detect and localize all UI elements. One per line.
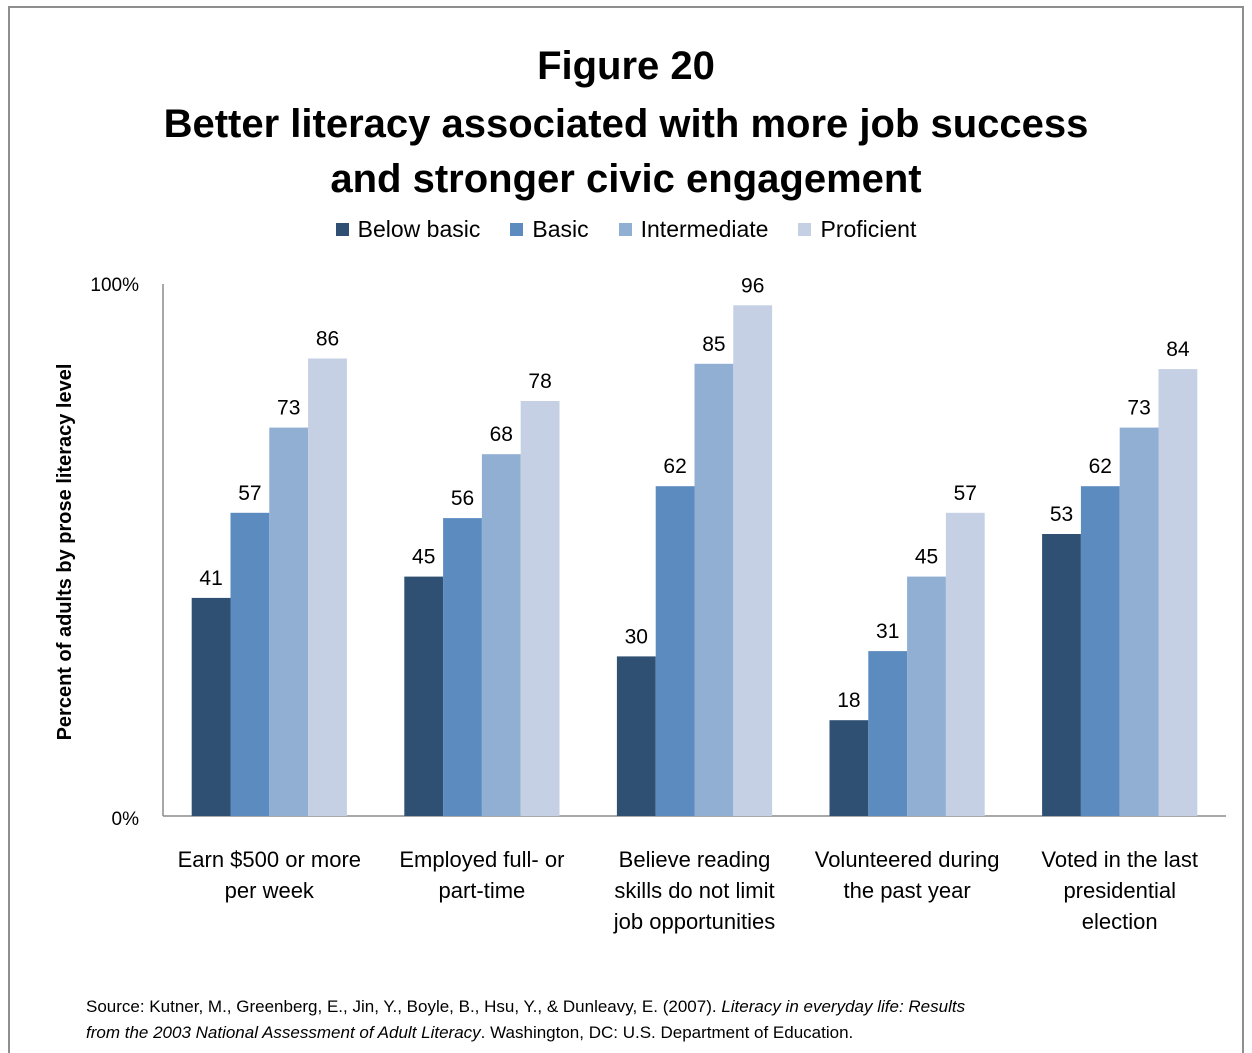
bar-proficient xyxy=(1158,369,1198,816)
bar-chart: 100% 0% Percent of adults by prose literac… xyxy=(54,274,1226,934)
y-tick-label: 100% xyxy=(90,275,139,296)
bar-basic xyxy=(868,651,908,816)
bar-intermediate xyxy=(269,427,309,816)
bar-basic xyxy=(443,518,482,816)
legend-item-basic: Basic xyxy=(510,216,589,243)
x-tick-label: per week xyxy=(225,878,315,903)
data-label: 96 xyxy=(741,274,764,297)
legend-label: Below basic xyxy=(357,216,481,242)
data-label: 31 xyxy=(876,620,899,643)
source-line-2: from the 2003 National Assessment of Adu… xyxy=(86,1020,1186,1046)
source-suffix: . Washington, DC: U.S. Department of Edu… xyxy=(480,1023,854,1042)
data-label: 84 xyxy=(1166,338,1190,361)
bar-proficient xyxy=(308,358,347,816)
source-prefix: Source: Kutner, M., Greenberg, E., Jin, … xyxy=(86,997,722,1016)
figure-frame xyxy=(8,6,1244,1053)
data-label: 57 xyxy=(954,482,977,505)
data-label: 78 xyxy=(528,370,551,393)
legend-label: Intermediate xyxy=(640,216,769,242)
bar-intermediate xyxy=(1119,427,1159,816)
bar-proficient xyxy=(945,512,985,816)
bar-intermediate xyxy=(694,363,734,816)
data-label: 45 xyxy=(412,546,435,569)
legend-swatch xyxy=(798,223,812,236)
legend-item-below-basic: Below basic xyxy=(335,216,481,243)
figure-label: Figure 20 xyxy=(537,44,715,88)
x-tick-label: job opportunities xyxy=(613,909,775,934)
bar-below-basic xyxy=(616,656,656,816)
y-tick-label: 0% xyxy=(112,809,140,830)
data-label: 53 xyxy=(1050,503,1073,526)
data-label: 41 xyxy=(199,567,222,590)
chart-title-line-1: Better literacy associated with more job… xyxy=(163,102,1089,146)
data-label: 18 xyxy=(837,689,860,712)
x-tick-label: skills do not limit xyxy=(614,878,774,903)
chart-legend: Below basic Basic Intermediate Proficient xyxy=(0,216,1252,243)
data-label: 45 xyxy=(915,546,938,569)
x-tick-label: Earn $500 or more xyxy=(178,847,361,872)
bar-basic xyxy=(655,486,695,816)
bar-intermediate xyxy=(907,576,946,816)
data-label: 62 xyxy=(663,455,686,478)
bar-proficient xyxy=(733,305,773,816)
x-tick-label: Employed full- or xyxy=(399,847,564,872)
data-label: 85 xyxy=(702,333,725,356)
legend-label: Basic xyxy=(532,216,589,242)
data-label: 73 xyxy=(277,397,300,420)
legend-swatch xyxy=(510,223,524,236)
source-line-1: Source: Kutner, M., Greenberg, E., Jin, … xyxy=(86,994,1186,1020)
x-tick-label: Believe reading xyxy=(619,847,771,872)
x-tick-label: Volunteered during xyxy=(815,847,1000,872)
data-label: 68 xyxy=(490,423,513,446)
legend-swatch xyxy=(335,223,349,236)
chart-title-line-2: and stronger civic engagement xyxy=(330,157,922,201)
data-label: 86 xyxy=(316,328,339,351)
bar-basic xyxy=(1080,486,1120,816)
y-axis-label: Percent of adults by prose literacy leve… xyxy=(54,364,76,741)
x-tick-label: Voted in the last xyxy=(1041,847,1198,872)
data-label: 56 xyxy=(451,487,474,510)
x-tick-label: election xyxy=(1082,909,1158,934)
legend-item-intermediate: Intermediate xyxy=(618,216,769,243)
source-title-part-2: from the 2003 National Assessment of Adu… xyxy=(86,1023,481,1042)
data-label: 30 xyxy=(625,625,648,648)
source-title-part-1: Literacy in everyday life: Results xyxy=(721,997,966,1016)
data-label: 73 xyxy=(1127,397,1150,420)
data-label: 62 xyxy=(1089,455,1112,478)
legend-label: Proficient xyxy=(820,216,917,242)
bar-below-basic xyxy=(829,720,869,816)
x-tick-label: presidential xyxy=(1063,878,1176,903)
x-tick-label: the past year xyxy=(844,878,971,903)
bar-proficient xyxy=(520,401,560,816)
legend-item-proficient: Proficient xyxy=(798,216,916,243)
legend-swatch xyxy=(618,223,632,236)
bar-below-basic xyxy=(1042,534,1081,816)
bar-below-basic xyxy=(191,597,231,816)
bar-basic xyxy=(230,512,270,816)
source-citation: Source: Kutner, M., Greenberg, E., Jin, … xyxy=(86,994,1186,1046)
bar-below-basic xyxy=(404,576,444,816)
x-tick-label: part-time xyxy=(439,878,526,903)
data-label: 57 xyxy=(238,482,261,505)
bar-intermediate xyxy=(481,454,521,816)
